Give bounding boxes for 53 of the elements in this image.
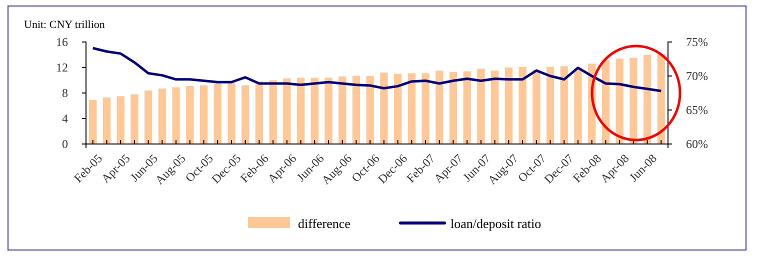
bar	[477, 68, 485, 144]
bar	[504, 68, 512, 144]
y-tick-label: 8	[62, 86, 68, 100]
bar	[630, 58, 638, 144]
bar	[130, 94, 138, 144]
bar	[546, 66, 554, 144]
bar	[436, 70, 444, 144]
y2-tick-label: 65%	[686, 102, 708, 117]
y-tick-label: 4	[62, 111, 68, 126]
bar	[338, 76, 346, 144]
y2-tick-label: 70%	[686, 68, 708, 83]
bar	[574, 68, 582, 144]
bar	[422, 73, 430, 144]
bar	[380, 72, 388, 144]
bar	[491, 70, 499, 144]
bar	[242, 85, 250, 144]
bar	[657, 54, 665, 144]
bar	[255, 82, 263, 144]
bar	[144, 90, 152, 144]
text: Unit: CNY trillion	[24, 19, 106, 31]
bar	[310, 78, 318, 144]
bar	[116, 96, 124, 144]
line-series	[92, 46, 662, 92]
bar	[269, 80, 277, 144]
bar	[463, 71, 471, 144]
bar	[324, 78, 332, 144]
bar	[228, 82, 236, 144]
bar	[408, 73, 416, 144]
bar	[560, 66, 568, 144]
legend-label: difference	[298, 216, 351, 231]
bar	[172, 87, 180, 144]
bar	[158, 88, 166, 144]
bar	[352, 76, 360, 144]
y-tick-label: 16	[56, 34, 68, 49]
bar	[200, 85, 208, 144]
bar	[616, 58, 624, 144]
bar	[532, 70, 540, 144]
legend-label: loan/deposit ratio	[450, 216, 542, 231]
y-tick-label: 12	[56, 60, 68, 74]
bar	[366, 76, 374, 144]
bar	[643, 54, 652, 144]
bar	[394, 74, 402, 144]
bar	[518, 66, 526, 144]
y2-tick-label: 60%	[686, 136, 708, 151]
bar	[283, 78, 291, 144]
bar	[89, 100, 97, 144]
bar	[102, 97, 111, 144]
bar	[449, 72, 458, 144]
y-tick-label: 0	[62, 136, 68, 151]
bar	[296, 78, 305, 144]
y2-tick-label: 75%	[686, 34, 708, 49]
bar	[214, 83, 222, 144]
bar	[186, 86, 194, 144]
